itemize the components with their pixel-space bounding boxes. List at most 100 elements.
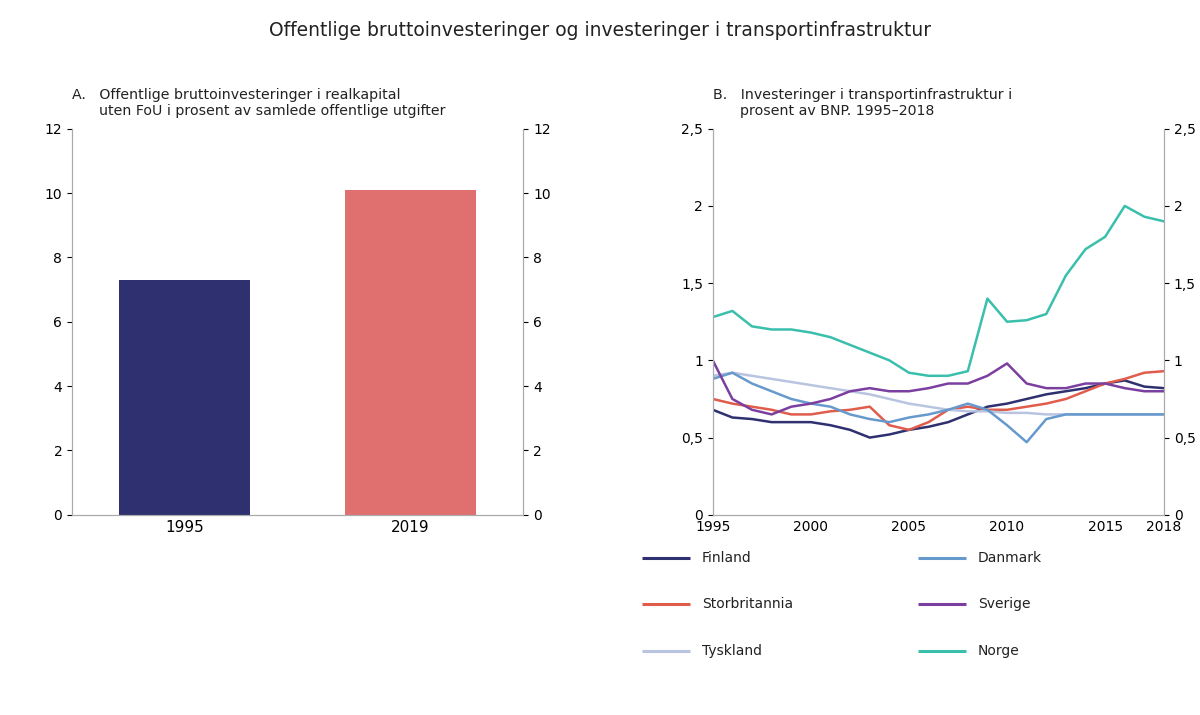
Sverige xyxy=(1020,379,1034,388)
Danmark xyxy=(941,405,955,414)
Sverige xyxy=(706,356,720,365)
Sverige xyxy=(823,395,838,403)
Norge xyxy=(1138,212,1152,221)
Bar xyxy=(346,190,476,515)
Sverige xyxy=(980,372,995,380)
Storbritannia xyxy=(1000,405,1014,414)
Sverige xyxy=(725,395,739,403)
Danmark xyxy=(1138,410,1152,419)
Text: Danmark: Danmark xyxy=(978,551,1042,565)
Finland xyxy=(901,425,916,434)
Danmark xyxy=(922,410,936,419)
Tyskland xyxy=(1020,408,1034,417)
Norge xyxy=(1000,317,1014,326)
Storbritannia xyxy=(1039,399,1054,408)
Tyskland xyxy=(882,395,896,403)
Finland xyxy=(804,418,818,426)
Danmark xyxy=(1157,410,1171,419)
Storbritannia xyxy=(1098,379,1112,388)
Danmark xyxy=(882,418,896,426)
Text: A.   Offentlige bruttoinvesteringer i realkapital
      uten FoU i prosent av sa: A. Offentlige bruttoinvesteringer i real… xyxy=(72,88,445,118)
Norge xyxy=(1157,217,1171,226)
Storbritannia xyxy=(725,399,739,408)
Line: Tyskland: Tyskland xyxy=(713,373,1164,415)
Finland xyxy=(980,403,995,411)
Sverige xyxy=(1117,384,1132,393)
Finland xyxy=(1039,390,1054,399)
Text: Sverige: Sverige xyxy=(978,597,1031,611)
Tyskland xyxy=(922,403,936,411)
Storbritannia xyxy=(1058,395,1073,403)
Finland xyxy=(1020,395,1034,403)
Tyskland xyxy=(725,368,739,377)
Sverige xyxy=(1058,384,1073,393)
Norge xyxy=(842,340,857,349)
Danmark xyxy=(980,405,995,414)
Danmark xyxy=(804,399,818,408)
Line: Storbritannia: Storbritannia xyxy=(713,371,1164,430)
Tyskland xyxy=(842,387,857,395)
Finland xyxy=(764,418,779,426)
Danmark xyxy=(784,395,798,403)
Norge xyxy=(823,333,838,342)
Text: Norge: Norge xyxy=(978,644,1020,658)
Storbritannia xyxy=(922,418,936,426)
Danmark xyxy=(706,375,720,383)
Tyskland xyxy=(1117,410,1132,419)
Text: B.   Investeringer i transportinfrastruktur i
      prosent av BNP. 1995–2018: B. Investeringer i transportinfrastruktu… xyxy=(713,88,1012,118)
Norge xyxy=(980,295,995,303)
Finland xyxy=(863,433,877,442)
Storbritannia xyxy=(1079,387,1093,395)
Sverige xyxy=(842,387,857,395)
Text: Offentlige bruttoinvesteringer og investeringer i transportinfrastruktur: Offentlige bruttoinvesteringer og invest… xyxy=(269,21,931,41)
Storbritannia xyxy=(784,410,798,419)
Sverige xyxy=(1098,379,1112,388)
Storbritannia xyxy=(764,405,779,414)
Finland xyxy=(961,410,976,419)
Finland xyxy=(1117,376,1132,385)
Line: Danmark: Danmark xyxy=(713,373,1164,442)
Sverige xyxy=(764,410,779,419)
Storbritannia xyxy=(863,403,877,411)
Danmark xyxy=(1000,421,1014,430)
Tyskland xyxy=(961,407,976,415)
Tyskland xyxy=(980,407,995,415)
Storbritannia xyxy=(941,405,955,414)
Finland xyxy=(1138,383,1152,391)
Finland xyxy=(823,421,838,430)
Finland xyxy=(1058,387,1073,395)
Sverige xyxy=(922,384,936,393)
Tyskland xyxy=(1039,410,1054,419)
Sverige xyxy=(1079,379,1093,388)
Storbritannia xyxy=(882,421,896,430)
Danmark xyxy=(1058,410,1073,419)
Norge xyxy=(804,328,818,337)
Norge xyxy=(784,325,798,334)
Finland xyxy=(784,418,798,426)
Bar xyxy=(119,280,251,515)
Finland xyxy=(706,405,720,414)
Tyskland xyxy=(1079,410,1093,419)
Tyskland xyxy=(901,399,916,408)
Tyskland xyxy=(941,405,955,414)
Sverige xyxy=(804,399,818,408)
Finland xyxy=(1000,399,1014,408)
Sverige xyxy=(1039,384,1054,393)
Sverige xyxy=(1138,387,1152,395)
Tyskland xyxy=(1098,410,1112,419)
Tyskland xyxy=(823,384,838,393)
Finland xyxy=(882,430,896,439)
Norge xyxy=(725,307,739,315)
Sverige xyxy=(1157,387,1171,395)
Norge xyxy=(1079,245,1093,253)
Sverige xyxy=(961,379,976,388)
Storbritannia xyxy=(1020,403,1034,411)
Danmark xyxy=(961,399,976,408)
Norge xyxy=(1058,271,1073,280)
Finland xyxy=(725,413,739,422)
Norge xyxy=(863,348,877,357)
Norge xyxy=(1117,202,1132,210)
Line: Norge: Norge xyxy=(713,206,1164,376)
Storbritannia xyxy=(823,407,838,415)
Sverige xyxy=(882,387,896,395)
